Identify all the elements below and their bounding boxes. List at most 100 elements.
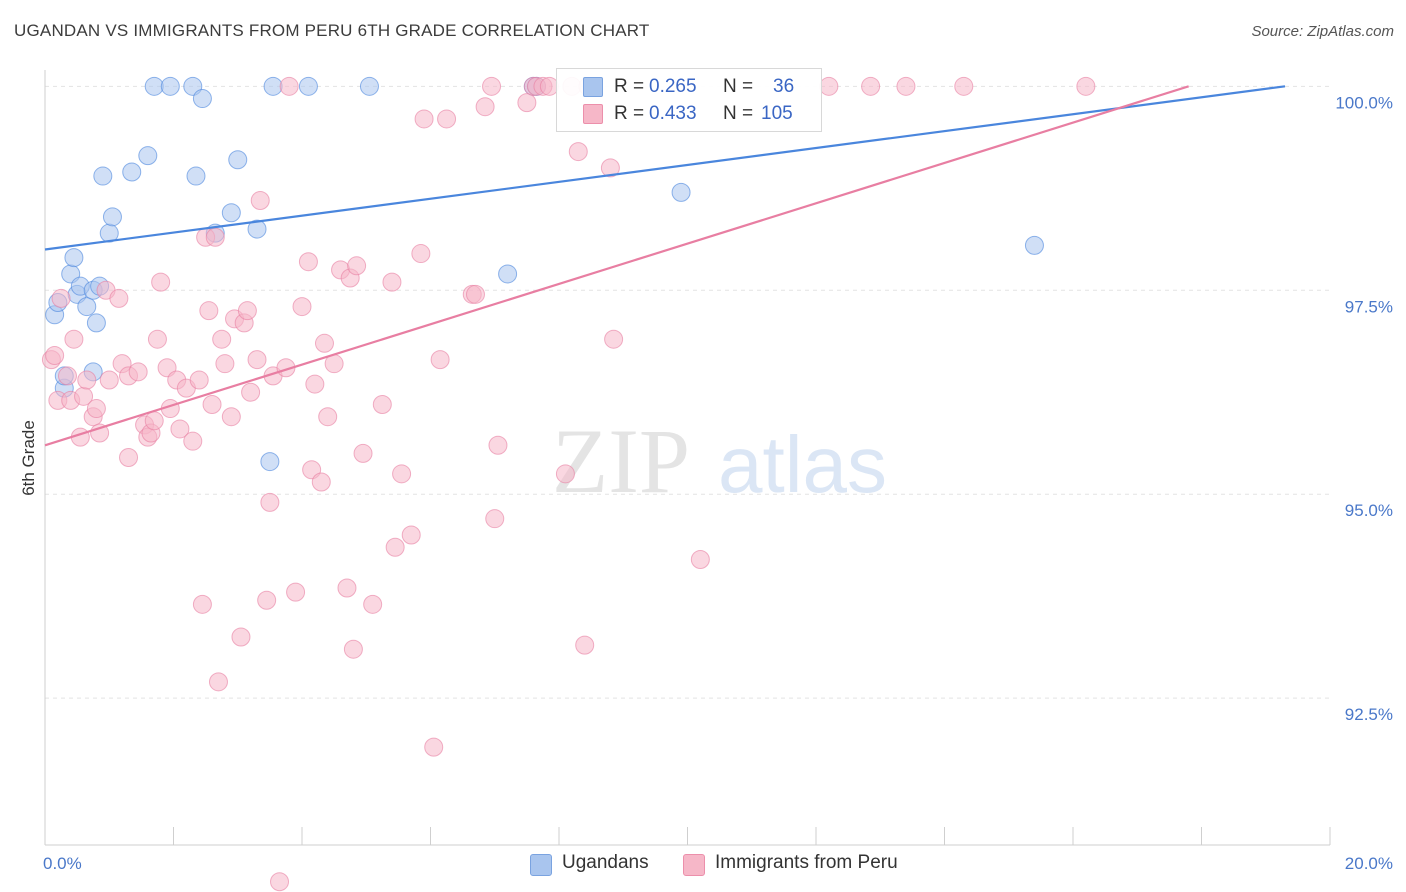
peru-point [250, 191, 270, 211]
peru-point [51, 288, 71, 308]
peru-point [144, 411, 164, 431]
peru-point [86, 399, 106, 419]
peru-point [430, 350, 450, 370]
ugandans-point [102, 207, 122, 227]
peru-point [372, 394, 392, 414]
peru-point [298, 252, 318, 272]
peru-point [221, 407, 241, 427]
peru-point [205, 227, 225, 247]
peru-point [45, 346, 65, 366]
peru-point [337, 578, 357, 598]
peru-point [311, 472, 331, 492]
legend-n-label: N = [723, 76, 754, 97]
peru-point [343, 639, 363, 659]
peru-point [465, 284, 485, 304]
peru-point [151, 272, 171, 292]
swatch-ugandans [530, 854, 552, 876]
ugandans-point [122, 162, 142, 182]
peru-point [57, 366, 77, 386]
peru-point [401, 525, 421, 545]
legend-r-label: R = [614, 76, 645, 97]
ugandans-point [260, 452, 280, 472]
watermark-atlas: atlas [718, 420, 887, 509]
ugandans-point [77, 297, 97, 317]
x-tick-label: 20.0% [1345, 854, 1393, 873]
ugandans-points [45, 76, 1044, 472]
ugandans-point [1024, 235, 1044, 255]
legend-n-label: N = [723, 103, 754, 124]
ugandans-point [192, 89, 212, 109]
peru-point [189, 370, 209, 390]
peru-point [690, 549, 710, 569]
peru-point [147, 329, 167, 349]
ugandans-point [247, 219, 267, 239]
peru-point [437, 109, 457, 129]
peru-point [202, 394, 222, 414]
peru-point [292, 297, 312, 317]
peru-point [286, 582, 306, 602]
y-tick-label: 100.0% [1335, 93, 1393, 112]
peru-point [411, 244, 431, 264]
ugandans-point [86, 313, 106, 333]
y-axis-title: 6th Grade [19, 420, 38, 496]
peru-point [385, 537, 405, 557]
peru-point [347, 256, 367, 276]
peru-point [183, 431, 203, 451]
ugandans-point [359, 76, 379, 96]
peru-point [237, 301, 257, 321]
ugandans-point [144, 76, 164, 96]
peru-point [260, 492, 280, 512]
peru-point [212, 329, 232, 349]
legend-n-value: 36 [773, 76, 795, 97]
peru-point [568, 142, 588, 162]
legend-r-value: 0.265 [649, 76, 697, 97]
ugandans-point [64, 248, 84, 268]
ugandans-point [138, 146, 158, 166]
legend-row-ugandans: R = 0.265 N = 36 [557, 74, 821, 100]
peru-point [305, 374, 325, 394]
y-tick-label: 97.5% [1345, 297, 1393, 316]
peru-point [954, 76, 974, 96]
legend-swatch-ugandans [583, 77, 603, 97]
peru-point [128, 362, 148, 382]
legend-label-peru: Immigrants from Peru [715, 852, 898, 873]
peru-point [896, 76, 916, 96]
peru-point [482, 76, 502, 96]
peru-point [241, 382, 261, 402]
peru-point [517, 93, 537, 113]
peru-point [475, 97, 495, 117]
x-tick-label: 0.0% [43, 854, 82, 873]
peru-point [279, 76, 299, 96]
y-tick-labels: 92.5% 95.0% 97.5% 100.0% [1335, 93, 1393, 724]
ugandans-point [221, 203, 241, 223]
peru-point [414, 109, 434, 129]
peru-point [247, 350, 267, 370]
legend-swatch-peru [583, 104, 603, 124]
ugandans-point [498, 264, 518, 284]
peru-points [41, 76, 1096, 892]
peru-point [170, 419, 190, 439]
peru-point [257, 590, 277, 610]
x-tick-labels: 0.0% 20.0% [43, 854, 1393, 873]
series-legend: Ugandans Immigrants from Peru [0, 852, 1406, 878]
ugandans-point [186, 166, 206, 186]
peru-point [192, 594, 212, 614]
peru-point [604, 329, 624, 349]
ugandans-point [263, 76, 283, 96]
ugandans-point [93, 166, 113, 186]
peru-point [318, 407, 338, 427]
peru-point [270, 872, 290, 892]
legend-r-label: R = [614, 103, 645, 124]
y-tick-label: 95.0% [1345, 501, 1393, 520]
ugandans-trend-line [44, 85, 1286, 251]
peru-point [99, 370, 119, 390]
legend-row-peru: R = 0.433 N = 105 [557, 101, 821, 127]
peru-point [64, 329, 84, 349]
peru-point [819, 76, 839, 96]
legend-r-value: 0.433 [649, 103, 697, 124]
peru-trend-line [44, 85, 1189, 447]
ugandans-point [298, 76, 318, 96]
ugandans-point [671, 182, 691, 202]
peru-point [575, 635, 595, 655]
